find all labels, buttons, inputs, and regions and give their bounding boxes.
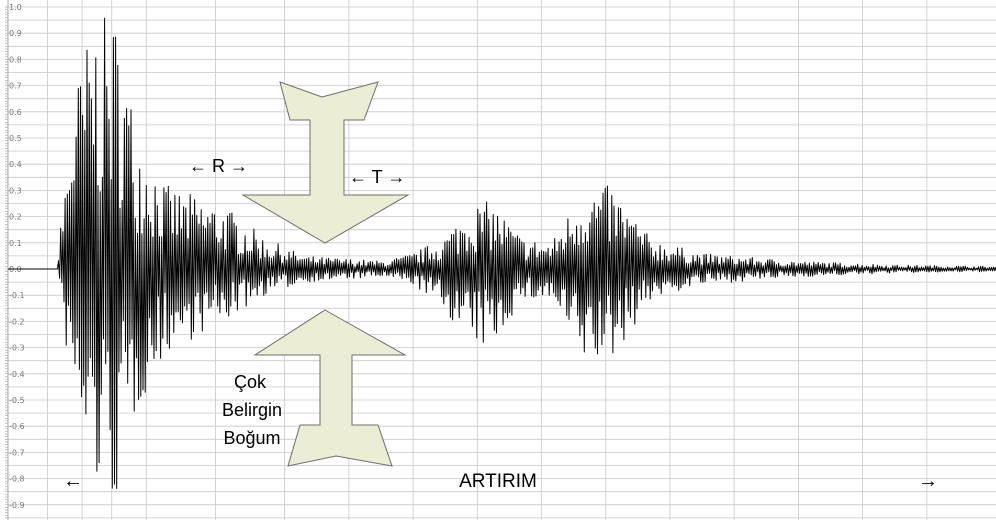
waveform-line	[8, 17, 996, 489]
t-label: ← T →	[349, 167, 405, 187]
up-arrow-shape	[253, 309, 407, 467]
constriction-label-line-1: Çok	[234, 372, 267, 392]
increase-right-arrow: →	[918, 470, 938, 492]
y-tick-label: 0.1	[9, 239, 22, 248]
y-tick-label: 0.7	[9, 82, 22, 91]
y-tick-label: -0.4	[9, 370, 25, 379]
y-tick-label: -0.6	[9, 422, 25, 431]
y-tick-label: 0.6	[9, 108, 22, 117]
waveform-series	[8, 17, 996, 489]
y-tick-label: 1.0	[9, 3, 22, 12]
down-arrow-shape	[241, 81, 410, 244]
y-tick-label: -0.7	[9, 448, 25, 457]
y-tick-label: 0.9	[9, 29, 22, 38]
y-tick-label: 0.3	[9, 186, 22, 195]
y-tick-label: -0.8	[9, 475, 25, 484]
constriction-label-line-2: Belirgin	[222, 400, 282, 420]
y-tick-labels: 1.00.90.80.70.60.50.40.30.20.10.0-0.1-0.…	[9, 3, 25, 510]
y-tick-label: 0.4	[9, 160, 22, 169]
r-label: ← R →	[189, 156, 248, 176]
y-tick-label: -0.5	[9, 396, 25, 405]
increase-label: ARTIRIM	[459, 471, 537, 492]
y-tick-label: -0.1	[9, 291, 25, 300]
y-tick-label: 0.2	[9, 213, 22, 222]
increase-left-arrow: ←	[63, 470, 83, 492]
y-tick-label: -0.9	[9, 501, 25, 510]
y-tick-label: -0.2	[9, 317, 25, 326]
y-tick-label: 0.5	[9, 134, 22, 143]
y-tick-label: 0.8	[9, 55, 22, 64]
y-tick-label: -0.3	[9, 344, 25, 353]
constriction-label-line-3: Boğum	[223, 428, 280, 448]
